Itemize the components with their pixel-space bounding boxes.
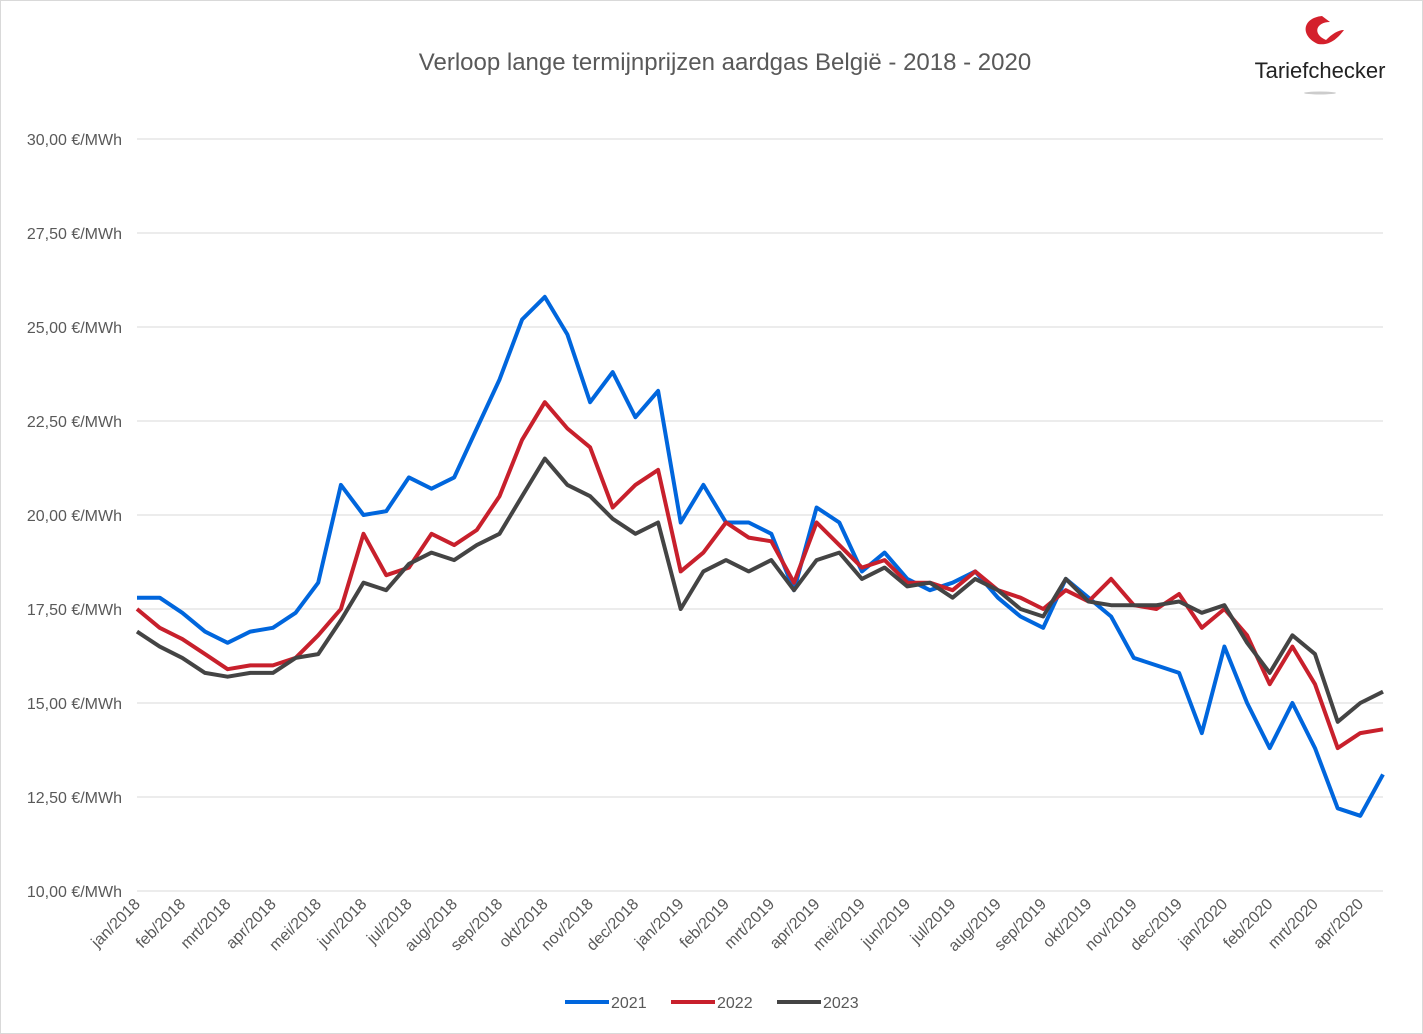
legend-label: 2021 <box>611 995 647 1012</box>
series-line <box>137 294 1385 818</box>
y-tick-label: 20,00 €/MWh <box>27 508 122 525</box>
y-tick-label: 15,00 €/MWh <box>27 696 122 713</box>
y-tick-label: 30,00 €/MWh <box>27 132 122 149</box>
y-tick-label: 12,50 €/MWh <box>27 790 122 807</box>
logo-icon <box>1305 16 1344 45</box>
legend-label: 2022 <box>717 995 753 1012</box>
y-tick-label: 10,00 €/MWh <box>27 884 122 901</box>
series-line <box>135 400 1384 751</box>
legend-label: 2023 <box>823 995 859 1012</box>
series-line <box>135 456 1384 724</box>
y-tick-label: 27,50 €/MWh <box>27 226 122 243</box>
y-tick-label: 25,00 €/MWh <box>27 320 122 337</box>
chart-title: Verloop lange termijnprijzen aardgas Bel… <box>419 49 1031 76</box>
y-tick-label: 22,50 €/MWh <box>27 414 122 431</box>
logo-shadow <box>1304 91 1336 95</box>
y-tick-label: 17,50 €/MWh <box>27 602 122 619</box>
logo: Tariefchecker <box>1255 58 1386 83</box>
